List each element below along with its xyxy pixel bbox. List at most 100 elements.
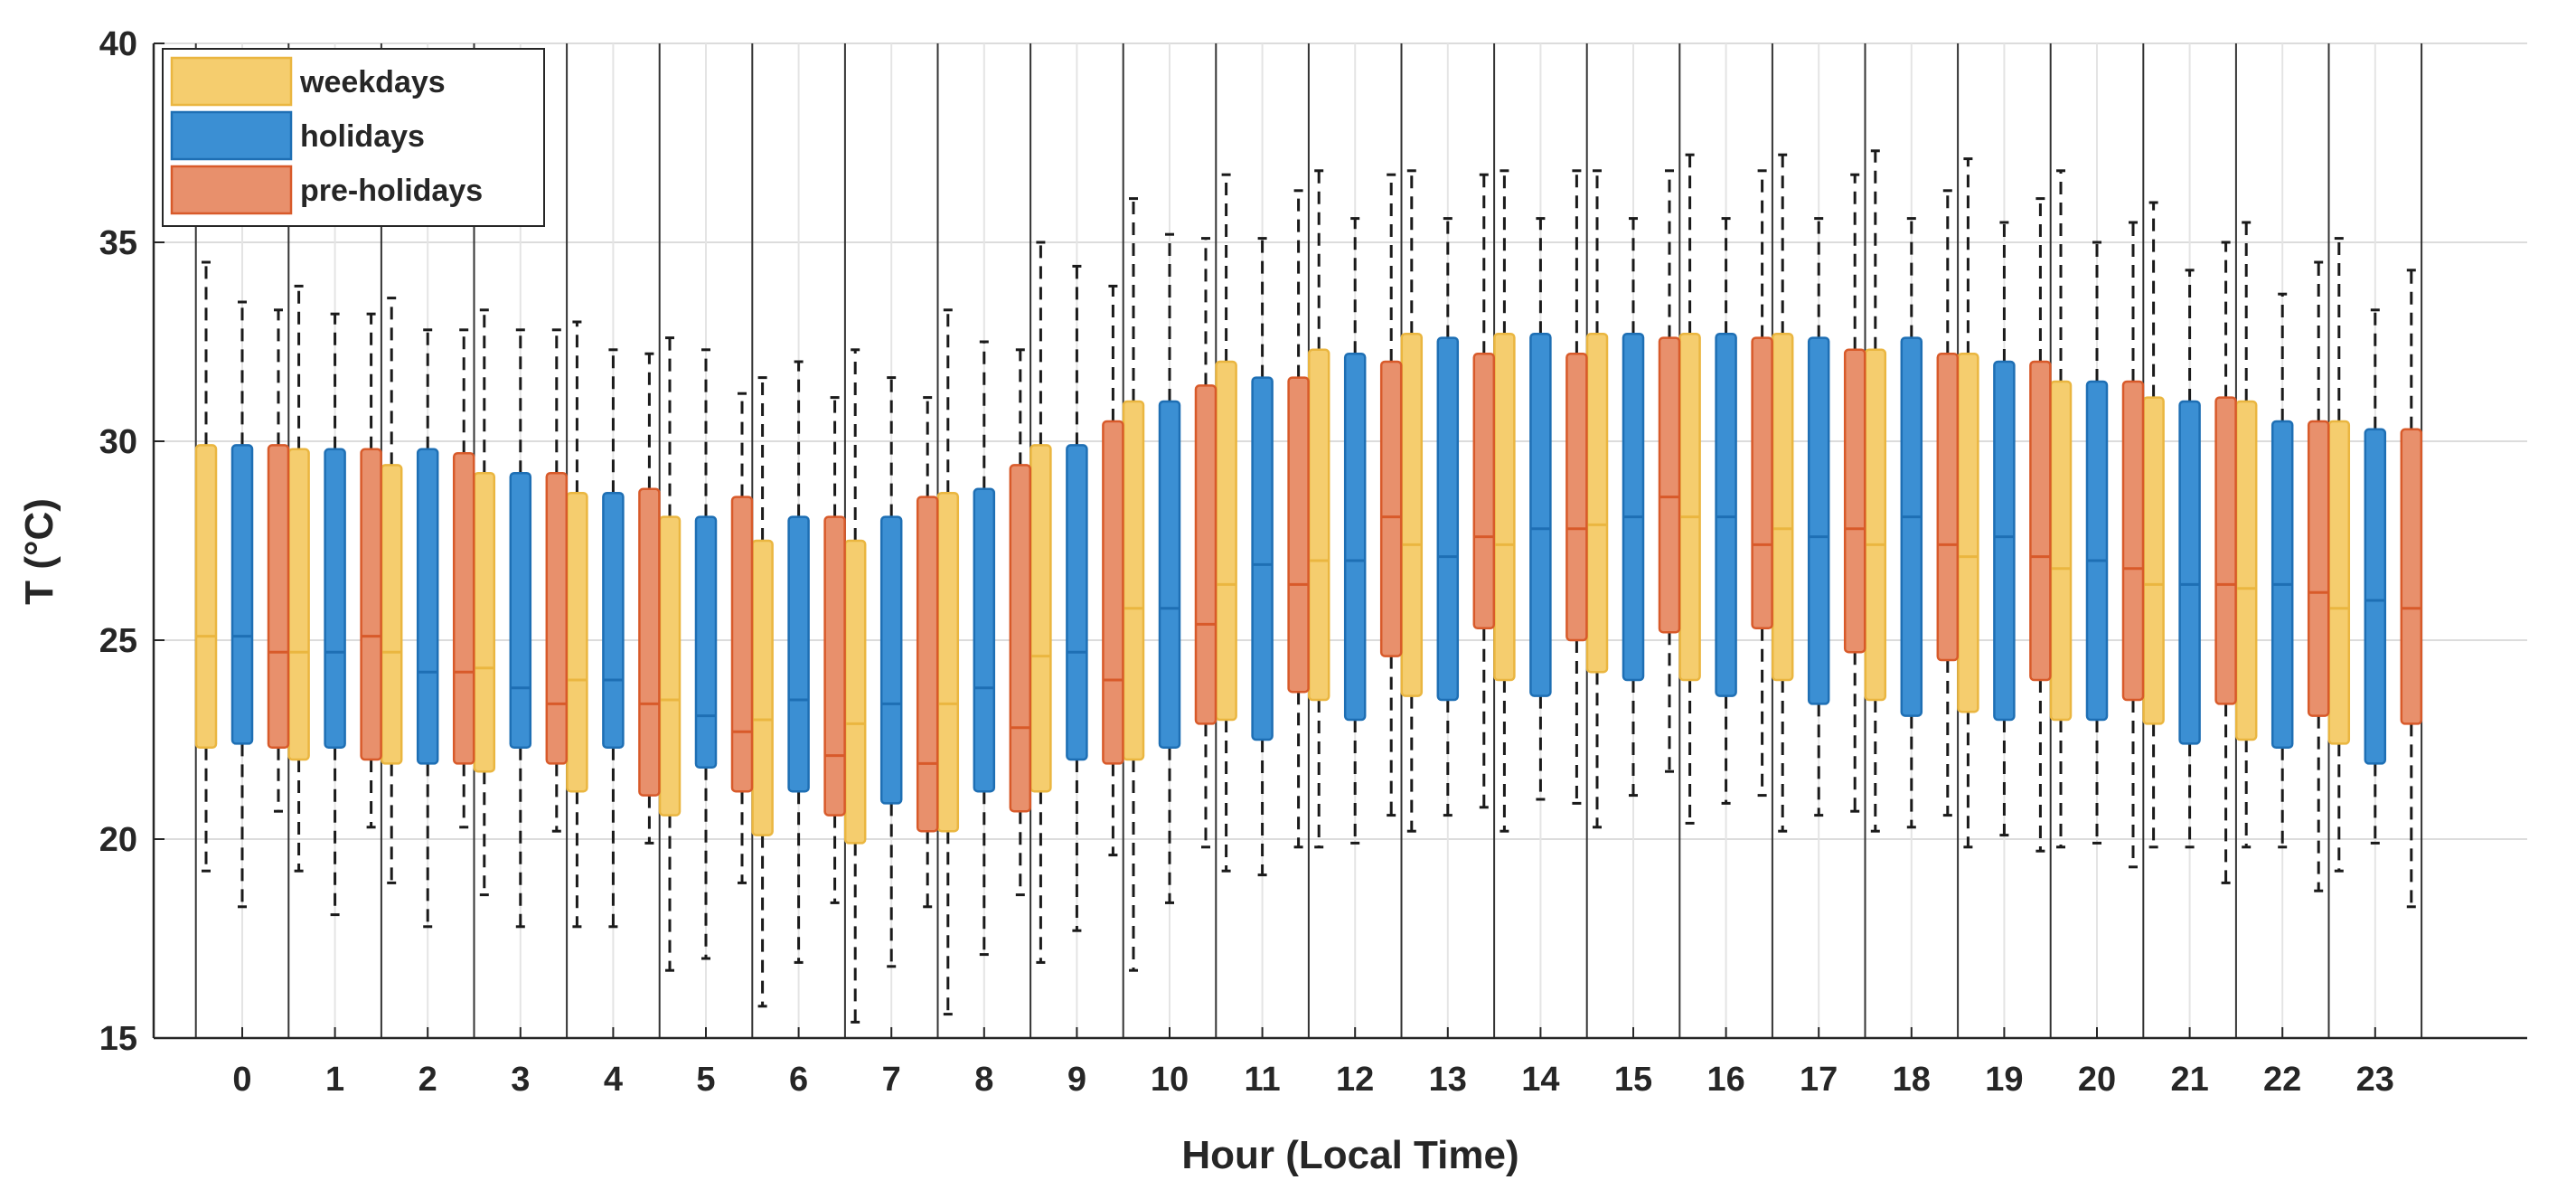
box (879, 515, 903, 805)
x-axis-title: Hour (Local Time) (1181, 1133, 1518, 1177)
box (2178, 400, 2201, 745)
legend-label-holidays: holidays (300, 119, 425, 154)
box (1807, 336, 1830, 705)
box (2214, 396, 2237, 705)
box (1029, 444, 1052, 793)
box (1102, 420, 1124, 765)
box (1585, 332, 1609, 674)
box (452, 451, 475, 765)
box (1009, 464, 1032, 813)
box (936, 491, 960, 833)
box (1400, 332, 1424, 697)
x-tick-label: 17 (1800, 1061, 1838, 1099)
box (416, 448, 439, 765)
box (1843, 348, 1866, 654)
x-tick-label: 0 (232, 1061, 251, 1099)
box-layer (194, 149, 2423, 1024)
box (916, 496, 939, 833)
box (2234, 400, 2258, 741)
x-tick-label: 19 (1985, 1061, 2023, 1099)
y-tick-label: 20 (99, 821, 137, 859)
x-tick-label: 9 (1067, 1061, 1086, 1099)
x-tick-label: 14 (1521, 1061, 1559, 1099)
box (287, 448, 310, 761)
x-tick-label: 10 (1151, 1061, 1189, 1099)
box (1957, 352, 1979, 713)
x-tick-label: 5 (696, 1061, 715, 1099)
box (2307, 420, 2330, 717)
box (1194, 384, 1217, 725)
box (2029, 360, 2052, 682)
box (823, 515, 846, 817)
box (1658, 336, 1681, 634)
legend-label-pre-holidays: pre-holidays (300, 174, 483, 208)
box (2142, 396, 2165, 725)
x-tick-label: 22 (2263, 1061, 2301, 1099)
box (2121, 380, 2145, 702)
box (545, 471, 569, 765)
box (1493, 332, 1516, 682)
box (1287, 376, 1310, 694)
x-tick-label: 15 (1614, 1061, 1652, 1099)
y-tick-label: 35 (99, 224, 137, 262)
x-tick-label: 6 (789, 1061, 808, 1099)
box (1900, 336, 1923, 717)
box (566, 491, 588, 793)
box (1066, 444, 1088, 761)
box (324, 448, 346, 750)
box (2049, 380, 2073, 722)
box (1622, 332, 1645, 682)
legend: weekdays holidays pre-holidays (162, 48, 545, 227)
box (1215, 360, 1237, 722)
box (2400, 428, 2423, 725)
box (2327, 420, 2351, 745)
box (1343, 352, 1367, 722)
box (1158, 400, 1181, 750)
box (1864, 348, 1887, 702)
box (638, 487, 661, 797)
box (751, 539, 774, 836)
x-tick-label: 23 (2356, 1061, 2394, 1099)
box (1751, 336, 1773, 630)
box (973, 487, 996, 793)
box (1565, 352, 1588, 642)
box (1936, 352, 1960, 662)
x-tick-label: 11 (1245, 1061, 1281, 1099)
box (509, 471, 532, 750)
y-tick-label: 15 (99, 1020, 137, 1058)
box (230, 444, 254, 745)
box (1993, 360, 2016, 722)
box (694, 515, 718, 769)
x-tick-label: 12 (1336, 1061, 1374, 1099)
x-tick-label: 7 (882, 1061, 901, 1099)
box (1472, 352, 1496, 630)
box (360, 448, 382, 761)
y-axis-title: T (°C) (17, 498, 61, 605)
x-tick-label: 21 (2170, 1061, 2208, 1099)
x-tick-label: 1 (325, 1061, 344, 1099)
box (1436, 336, 1460, 702)
box (1771, 332, 1794, 682)
box (194, 444, 218, 750)
x-tick-label: 18 (1893, 1061, 1931, 1099)
x-tick-label: 3 (511, 1061, 530, 1099)
legend-swatch-weekdays (170, 56, 293, 107)
box (1122, 400, 1145, 761)
box (1715, 332, 1737, 697)
box (787, 515, 810, 793)
x-tick-label: 20 (2078, 1061, 2116, 1099)
x-tick-label: 13 (1429, 1061, 1467, 1099)
box (380, 464, 403, 765)
x-tick-label: 4 (604, 1061, 623, 1099)
legend-swatch-holidays (170, 110, 293, 161)
y-tick-label: 30 (99, 423, 137, 461)
box (730, 496, 754, 793)
legend-label-weekdays: weekdays (299, 65, 446, 99)
box (2364, 428, 2387, 765)
box (1529, 332, 1552, 697)
x-tick-label: 16 (1706, 1061, 1744, 1099)
x-tick-label: 2 (418, 1061, 437, 1099)
y-tick-label: 40 (99, 25, 137, 63)
